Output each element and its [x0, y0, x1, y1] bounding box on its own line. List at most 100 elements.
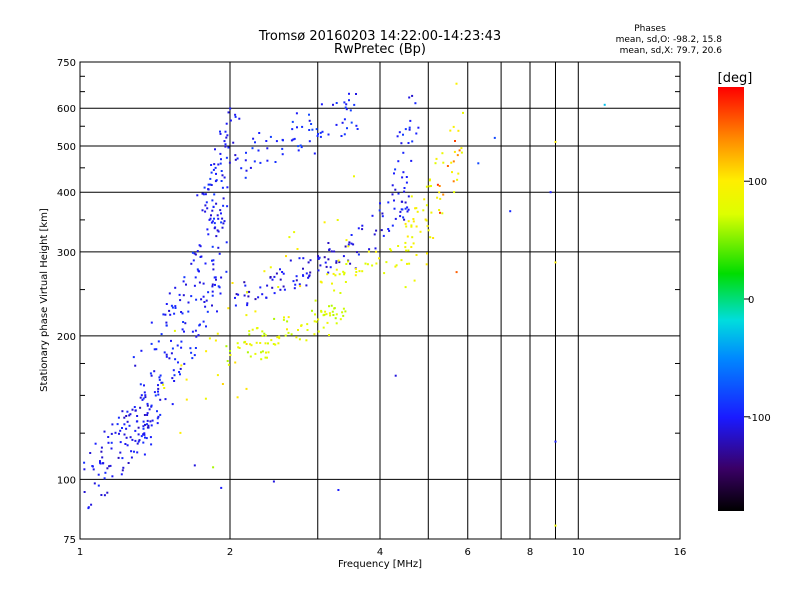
data-point — [211, 285, 214, 288]
data-point — [408, 262, 411, 265]
data-point — [393, 199, 395, 202]
data-point — [204, 397, 207, 400]
data-point — [222, 204, 225, 207]
data-point — [146, 423, 148, 426]
data-point — [300, 146, 303, 149]
data-point — [223, 140, 226, 143]
data-point — [493, 136, 496, 139]
data-point — [155, 348, 158, 351]
data-point — [316, 135, 319, 137]
data-point — [327, 133, 330, 136]
data-point — [196, 268, 199, 271]
data-point — [254, 310, 257, 313]
data-point — [210, 184, 213, 186]
y-tick-label: 100 — [57, 475, 76, 486]
data-point — [192, 259, 195, 262]
data-point — [354, 274, 357, 277]
data-point — [204, 193, 207, 196]
data-point — [140, 394, 143, 397]
data-point — [405, 225, 408, 228]
data-point — [174, 307, 177, 309]
data-point — [102, 462, 104, 465]
data-point — [403, 187, 406, 189]
data-point — [319, 135, 322, 138]
data-point — [204, 262, 207, 265]
data-point — [425, 263, 428, 266]
data-point — [415, 254, 418, 256]
data-point — [272, 343, 275, 345]
data-point — [381, 212, 384, 215]
data-point — [100, 494, 103, 496]
data-point — [269, 266, 272, 269]
data-point — [288, 236, 291, 239]
data-point — [282, 272, 285, 275]
data-point — [285, 255, 287, 258]
data-point — [179, 431, 182, 434]
data-point — [347, 243, 350, 246]
data-point — [309, 271, 312, 274]
data-point — [345, 108, 348, 111]
y-tick-label: 500 — [57, 142, 76, 153]
data-point — [313, 152, 316, 155]
data-point — [302, 274, 305, 277]
data-point — [358, 270, 361, 273]
data-point — [220, 276, 223, 279]
data-point — [321, 130, 324, 133]
data-point — [137, 433, 140, 436]
data-point — [313, 320, 316, 323]
data-point — [215, 202, 218, 205]
data-point — [215, 235, 218, 238]
data-point — [306, 323, 309, 326]
data-point — [143, 414, 146, 416]
data-point — [356, 251, 358, 254]
data-point — [204, 204, 207, 207]
data-point — [238, 347, 241, 349]
data-point — [353, 103, 356, 106]
data-point — [291, 128, 294, 131]
data-point — [217, 217, 220, 220]
data-point — [460, 151, 463, 154]
data-point — [554, 261, 557, 264]
data-point — [225, 156, 228, 159]
data-point — [452, 180, 455, 183]
data-point — [142, 425, 145, 428]
data-point — [221, 186, 224, 189]
data-point — [171, 377, 174, 380]
data-point — [185, 398, 188, 401]
data-point — [278, 335, 281, 338]
data-point — [405, 176, 408, 178]
data-point — [413, 279, 416, 282]
data-point — [143, 384, 145, 387]
data-point — [229, 119, 232, 122]
data-point — [174, 305, 177, 308]
data-point — [328, 305, 330, 308]
data-point — [350, 242, 353, 245]
data-point — [182, 321, 185, 323]
data-point — [216, 332, 219, 335]
data-point — [165, 303, 168, 305]
data-point — [426, 252, 428, 255]
data-point — [403, 218, 406, 221]
data-point — [171, 306, 174, 309]
data-point — [170, 352, 173, 355]
data-point — [151, 419, 154, 422]
data-point — [123, 423, 126, 426]
data-point — [185, 378, 188, 381]
y-tick-label: 200 — [57, 332, 76, 343]
grid-lines — [80, 62, 680, 539]
data-point — [168, 309, 171, 312]
data-point — [93, 482, 96, 485]
data-point — [442, 161, 445, 164]
data-point — [261, 335, 264, 337]
data-point — [410, 159, 413, 162]
data-point — [216, 310, 218, 313]
data-point — [99, 462, 102, 465]
data-point — [91, 465, 94, 467]
data-point — [412, 220, 415, 223]
data-point — [390, 249, 393, 252]
data-point — [156, 410, 158, 413]
data-point — [406, 235, 409, 238]
data-point — [261, 330, 264, 333]
data-point — [146, 426, 149, 429]
data-point — [146, 402, 149, 405]
